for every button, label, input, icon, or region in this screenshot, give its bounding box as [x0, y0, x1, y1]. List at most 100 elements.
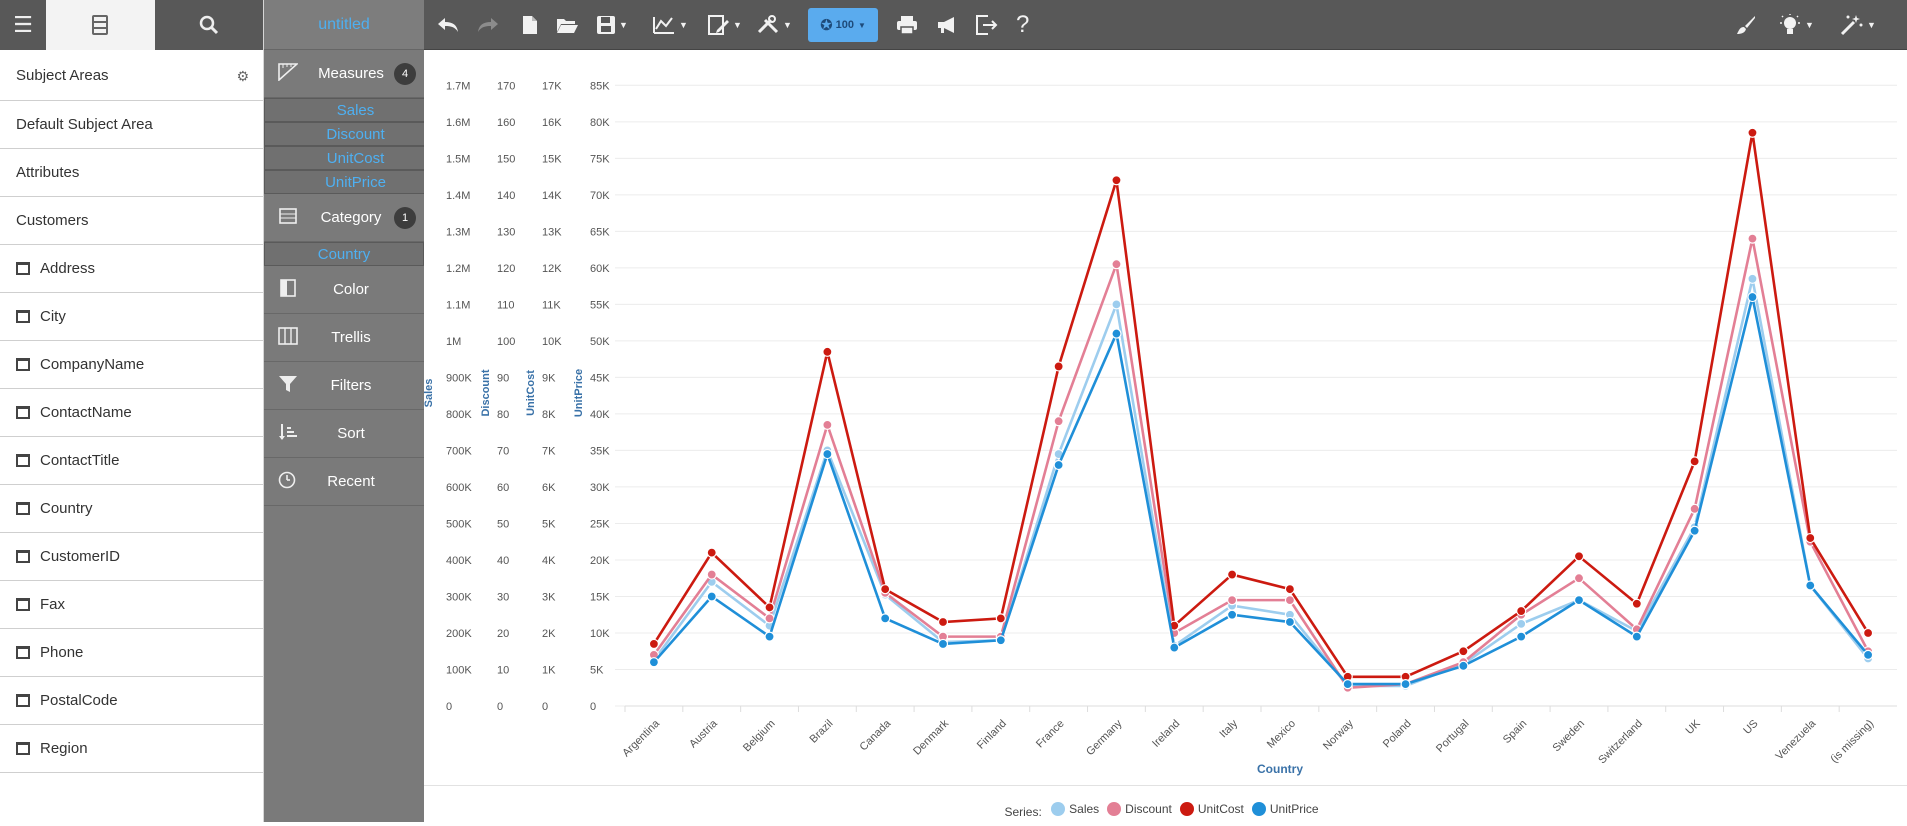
list-item-label: Attributes — [16, 164, 80, 181]
gear-icon[interactable]: ⚙ — [236, 68, 249, 84]
measure-pill[interactable]: Sales — [264, 98, 447, 122]
list-item-label: Country — [40, 500, 93, 517]
list-item-label: Fax — [40, 596, 66, 613]
magic-wand-icon[interactable]: ▼ — [1840, 12, 1876, 38]
clock-icon — [278, 471, 298, 491]
data-point — [1226, 569, 1238, 580]
save-icon[interactable]: ▼ — [596, 12, 628, 38]
edit-chart-icon[interactable]: ▼ — [708, 12, 742, 38]
filters-shelf[interactable]: Filters — [264, 362, 424, 410]
series-line-unitcost — [652, 132, 1870, 679]
measures-shelf[interactable]: Measures 4 — [264, 50, 424, 98]
list-item-label: Region — [40, 740, 88, 757]
y-tick-label: 150 — [497, 153, 515, 165]
y-tick-label: 170 — [497, 80, 515, 92]
lightbulb-icon[interactable]: ▼ — [1778, 12, 1814, 38]
measure-pill[interactable]: UnitCost — [264, 146, 447, 170]
data-point — [706, 569, 717, 580]
list-item[interactable]: Phone — [0, 629, 263, 677]
filter-icon — [278, 375, 298, 395]
legend-swatch — [1179, 802, 1194, 816]
legend-item[interactable]: UnitCost — [1179, 802, 1244, 816]
list-item[interactable]: Subject Areas ⚙ — [0, 50, 263, 101]
y-tick-label: 1.1M — [446, 299, 470, 311]
x-tick-label: Mexico — [1265, 718, 1298, 751]
measures-label: Measures — [318, 65, 384, 82]
data-point — [1573, 573, 1585, 584]
filters-label: Filters — [330, 377, 372, 394]
x-tick-label: Ireland — [1150, 718, 1182, 750]
y-tick-label: 10 — [497, 664, 509, 676]
list-item[interactable]: ContactName — [0, 389, 263, 437]
undo-icon[interactable] — [436, 12, 460, 38]
new-document-icon[interactable] — [522, 12, 538, 38]
database-icon — [92, 15, 109, 35]
chevron-down-icon: ▼ — [1867, 20, 1876, 30]
y-tick-label: 45K — [590, 372, 610, 384]
list-item[interactable]: CustomerID — [0, 533, 263, 581]
chart-type-icon[interactable]: ▼ — [652, 12, 688, 38]
zoom-level-button[interactable]: ✪ 100 ▼ — [808, 8, 878, 42]
list-item[interactable]: Customers — [0, 197, 263, 245]
line-chart[interactable]: 0 100K 200K 300K 400K 500K 600K 700K 800K 900K 1M 1… — [423, 50, 1907, 785]
list-item[interactable]: Attributes — [0, 149, 263, 197]
data-point — [1805, 532, 1816, 544]
data-point — [648, 657, 660, 668]
list-item[interactable]: CompanyName — [0, 341, 263, 389]
y-axis-label: Sales — [424, 379, 435, 408]
sort-shelf[interactable]: Sort — [264, 410, 424, 458]
color-shelf[interactable]: Color — [264, 266, 424, 314]
trellis-shelf[interactable]: Trellis — [264, 314, 424, 362]
redo-icon[interactable] — [476, 12, 500, 38]
data-point — [648, 638, 660, 650]
list-item[interactable]: Region — [0, 725, 263, 773]
list-item[interactable]: Default Subject Area — [0, 101, 263, 149]
tools-icon[interactable]: ▼ — [756, 12, 792, 38]
export-icon[interactable] — [976, 12, 998, 38]
data-point — [1458, 646, 1469, 657]
list-item[interactable]: PostalCode — [0, 677, 263, 725]
y-axis-label: UnitCost — [525, 370, 537, 416]
series-line-sales — [652, 278, 1870, 688]
open-folder-icon[interactable] — [556, 12, 578, 38]
category-shelf[interactable]: Category 1 — [264, 194, 424, 242]
y-tick-label: 1.6M — [446, 117, 470, 129]
category-pill-country[interactable]: Country — [264, 242, 424, 266]
list-item[interactable]: City — [0, 293, 263, 341]
list-item[interactable]: Address — [0, 245, 263, 293]
hamburger-menu-icon[interactable]: ☰ — [13, 12, 33, 37]
y-tick-label: 30 — [497, 591, 509, 603]
help-icon[interactable]: ? — [1016, 11, 1030, 38]
measure-pill[interactable]: UnitPrice — [264, 170, 447, 194]
data-point — [1284, 616, 1296, 628]
list-item[interactable]: Fax — [0, 581, 263, 629]
attribute-icon — [16, 694, 30, 707]
color-icon — [278, 279, 298, 299]
y-tick-label: 12K — [542, 263, 562, 275]
data-point — [937, 638, 949, 650]
brush-icon[interactable] — [1736, 12, 1756, 38]
data-point — [1284, 584, 1296, 595]
data-point — [880, 584, 891, 595]
legend-item[interactable]: UnitPrice — [1251, 802, 1319, 816]
list-item[interactable]: ContactTitle — [0, 437, 263, 485]
legend-label: Sales — [1069, 802, 1100, 816]
x-tick-label: Belgium — [741, 718, 778, 755]
y-tick-label: 1.2M — [446, 263, 470, 275]
recent-shelf[interactable]: Recent — [264, 458, 424, 506]
megaphone-icon[interactable] — [936, 12, 958, 38]
x-tick-label: UK — [1683, 717, 1703, 737]
y-tick-label: 700K — [446, 445, 472, 457]
y-tick-label: 0 — [497, 701, 503, 713]
data-point — [1747, 291, 1758, 303]
list-item-label: Subject Areas — [16, 66, 109, 84]
legend-item[interactable]: Sales — [1051, 802, 1099, 816]
print-icon[interactable] — [896, 12, 918, 38]
search-tab[interactable] — [155, 0, 264, 50]
list-item[interactable]: Country — [0, 485, 263, 533]
data-source-tab[interactable] — [46, 0, 155, 50]
measure-pill[interactable]: Discount — [264, 122, 447, 146]
legend-item[interactable]: Discount — [1107, 802, 1172, 816]
visualization-title[interactable]: untitled — [264, 0, 424, 50]
trellis-icon — [278, 327, 298, 347]
